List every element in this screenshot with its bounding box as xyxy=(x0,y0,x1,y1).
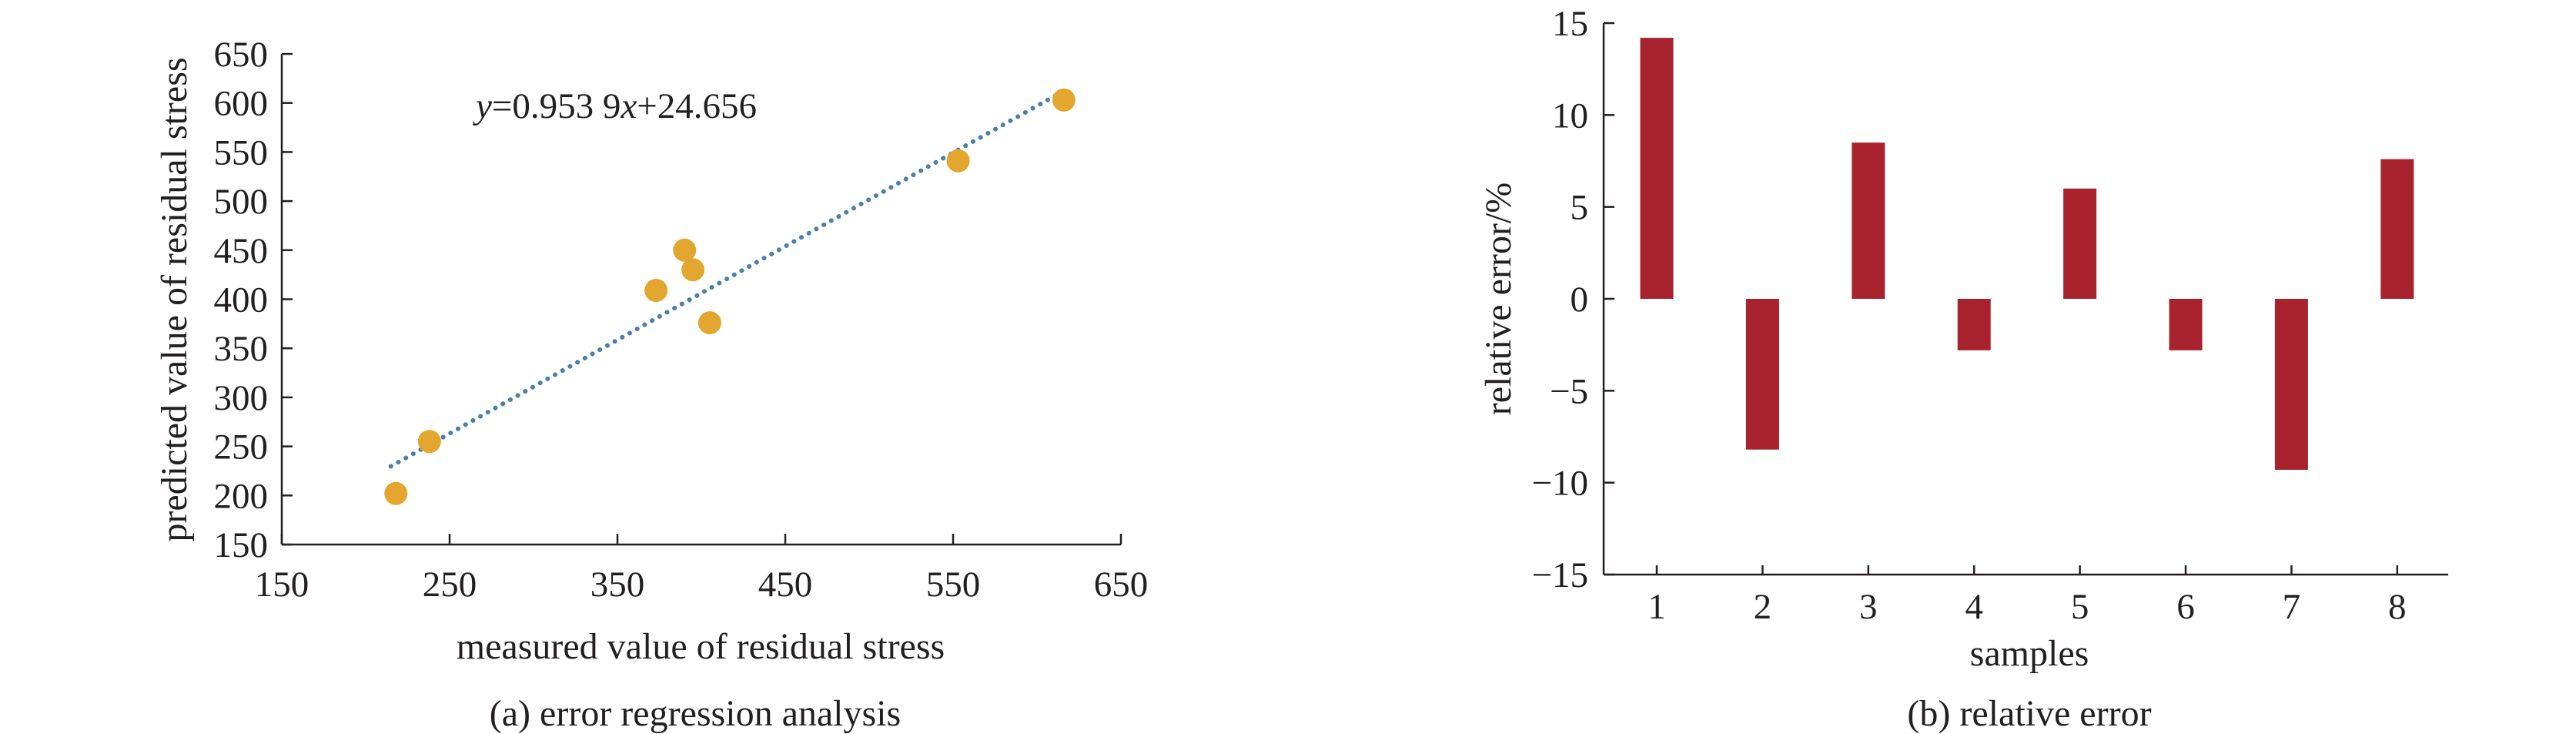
x-tick-label: 5 xyxy=(2071,587,2089,627)
bar xyxy=(1745,299,1779,450)
data-point xyxy=(698,311,721,335)
y-tick-label: 300 xyxy=(214,378,269,418)
y-tick-label: 350 xyxy=(214,329,269,369)
y-tick-label: 5 xyxy=(1571,188,1589,228)
panel-b-caption: (b) relative error xyxy=(1907,693,2151,734)
y-tick-label: −15 xyxy=(1531,555,1588,595)
bar xyxy=(2063,188,2097,299)
x-tick-label: 3 xyxy=(1859,587,1878,627)
x-axis-title: samples xyxy=(1970,633,2089,674)
x-tick-label: 250 xyxy=(423,565,477,605)
equation-part-2: +24.656 xyxy=(637,86,757,126)
x-tick-label: 6 xyxy=(2176,587,2195,627)
y-tick-label: −5 xyxy=(1550,371,1588,411)
y-tick-label: 650 xyxy=(214,35,269,75)
y-tick-label: 450 xyxy=(214,231,269,271)
equation-y: y xyxy=(473,86,492,126)
data-point xyxy=(644,279,668,303)
bar-panel: −15 −10 −5 0 5 10 15 1 2 3 4 5 6 7 8 samples relative… xyxy=(1478,4,2448,734)
y-tick-label: 200 xyxy=(214,476,269,516)
y-tick-label: 600 xyxy=(214,84,269,124)
equation-part-1: =0.953 9 xyxy=(492,86,621,126)
scatter-panel: 150 200 250 300 350 400 450 500 550 600 650 150 250… xyxy=(154,35,1148,734)
y-axis-title: predicted value of residual stress xyxy=(154,57,195,541)
bar xyxy=(2380,159,2414,299)
y-tick-label: 250 xyxy=(214,427,269,468)
y-axis-title: relative error/% xyxy=(1478,183,1519,415)
y-tick-label: 150 xyxy=(214,525,269,565)
bar xyxy=(2169,299,2203,350)
x-tick-label: 350 xyxy=(590,565,645,605)
y-axis-ticks: 150 200 250 300 350 400 450 500 550 600 650 xyxy=(214,35,293,565)
data-point xyxy=(417,430,441,454)
x-tick-label: 8 xyxy=(2388,587,2407,627)
x-axis-ticks: 1 2 3 4 5 6 7 8 xyxy=(1648,565,2407,627)
y-tick-label: 0 xyxy=(1571,280,1589,320)
bar xyxy=(1852,142,1885,299)
bars xyxy=(1640,38,2414,470)
x-tick-label: 150 xyxy=(255,565,309,605)
y-tick-label: 500 xyxy=(214,182,269,222)
y-tick-label: −10 xyxy=(1531,464,1588,504)
panel-a-caption: (a) error regression analysis xyxy=(490,693,901,734)
regression-equation: y=0.953 9x+24.656 xyxy=(473,86,757,126)
data-point xyxy=(681,258,705,282)
x-tick-label: 4 xyxy=(1965,587,1983,627)
x-tick-label: 450 xyxy=(758,565,813,605)
data-points xyxy=(384,88,1076,505)
equation-x: x xyxy=(620,86,637,126)
x-tick-label: 7 xyxy=(2283,587,2301,627)
data-point xyxy=(946,149,970,173)
regression-line xyxy=(388,89,1066,469)
bar xyxy=(1640,38,1674,300)
y-tick-label: 400 xyxy=(214,280,269,320)
x-axis-ticks: 150 250 350 450 550 650 xyxy=(255,534,1149,605)
y-tick-label: 15 xyxy=(1552,4,1588,44)
y-tick-label: 550 xyxy=(214,132,269,173)
x-axis-title: measured value of residual stress xyxy=(457,626,945,667)
bar xyxy=(2274,299,2308,470)
data-point xyxy=(1052,88,1076,112)
trendline xyxy=(388,89,1066,469)
x-tick-label: 650 xyxy=(1094,565,1149,605)
x-tick-label: 550 xyxy=(926,565,981,605)
data-point xyxy=(673,238,697,262)
x-tick-label: 1 xyxy=(1648,587,1666,627)
y-tick-label: 10 xyxy=(1552,96,1588,136)
bar xyxy=(1957,299,1991,350)
data-point xyxy=(384,481,408,505)
y-axis-ticks: −15 −10 −5 0 5 10 15 xyxy=(1531,4,1614,595)
x-tick-label: 2 xyxy=(1754,587,1772,627)
